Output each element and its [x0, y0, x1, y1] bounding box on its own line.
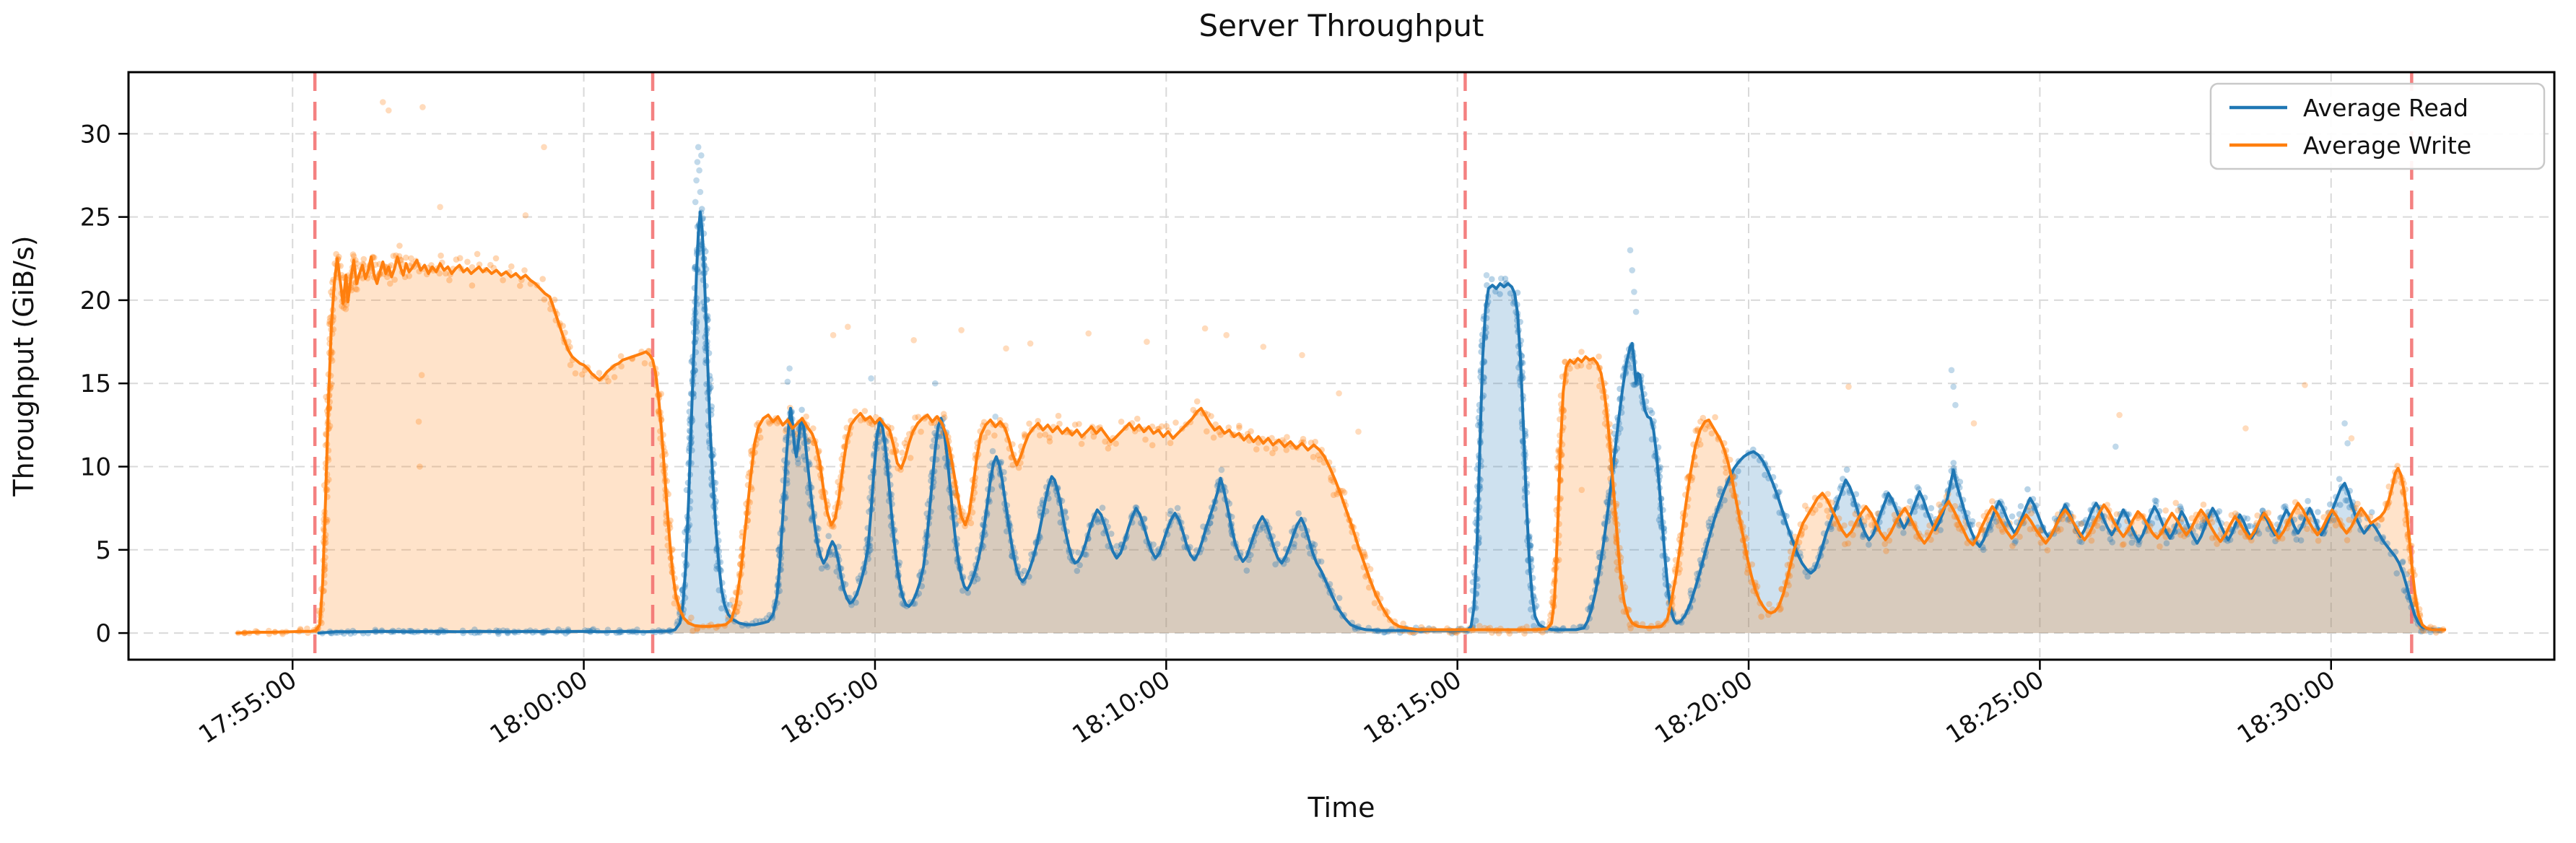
x-tick-label: 18:30:00: [2232, 665, 2341, 750]
x-tick-label: 18:00:00: [485, 665, 593, 750]
x-axis-label: Time: [1307, 792, 1375, 824]
y-tick-label: 20: [80, 287, 111, 315]
legend: Average Read Average Write: [2209, 82, 2546, 170]
x-tick-label: 18:20:00: [1650, 665, 1758, 750]
y-tick-label: 30: [80, 120, 111, 149]
y-tick-label: 0: [95, 619, 111, 648]
x-tick-label: 18:15:00: [1359, 665, 1467, 750]
chart-title: Server Throughput: [1198, 8, 1484, 43]
grid-lines: [129, 72, 2554, 660]
legend-label: Average Write: [2303, 131, 2471, 160]
legend-box: [2209, 82, 2546, 170]
plot-border: [127, 71, 2556, 661]
y-tick-label: 5: [95, 536, 111, 565]
x-tick-label: 18:10:00: [1067, 665, 1175, 750]
y-tick-label: 25: [80, 204, 111, 232]
x-tick-label: 17:55:00: [193, 665, 302, 750]
write-line: [235, 255, 2447, 635]
write-area-fill: [237, 257, 2445, 634]
y-axis-label: Throughput (GiB/s): [8, 235, 40, 497]
read-area-fill: [318, 211, 2443, 634]
area-fills: [237, 211, 2445, 634]
y-tick-label: 10: [80, 453, 111, 482]
x-tick-label: 18:25:00: [1941, 665, 2049, 750]
x-tick-label: 18:05:00: [776, 665, 884, 750]
y-tick-label: 15: [80, 370, 111, 398]
series-lines: [235, 210, 2447, 635]
axes: [118, 71, 2556, 670]
legend-label: Average Read: [2303, 94, 2468, 122]
